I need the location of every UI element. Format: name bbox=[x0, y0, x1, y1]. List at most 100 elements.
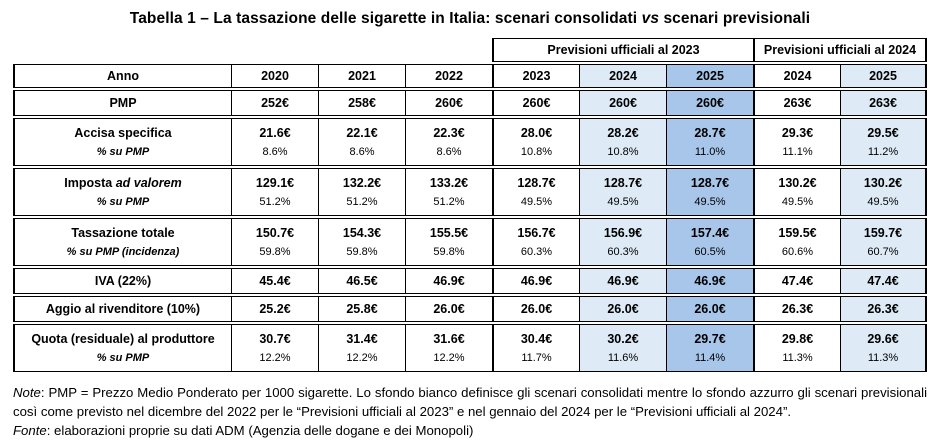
note-label: Note bbox=[13, 385, 41, 400]
table-row-tassazione-totale: Tassazione totale % su PMP (incidenza) 150… bbox=[13, 218, 927, 266]
value-cell: 156.7€ 60.3% bbox=[492, 218, 579, 266]
value-cell: 29.3€ 11.1% bbox=[753, 118, 840, 166]
cell-sub-value: 60.3% bbox=[520, 245, 553, 258]
cell-value: 28.2€ bbox=[607, 125, 639, 140]
cell-sub-value: 59.8% bbox=[259, 245, 291, 258]
year-header-cell: 2023 bbox=[492, 64, 579, 88]
value-cell: 22.3€ 8.6% bbox=[405, 118, 492, 166]
year-header-row: Anno 2020 2021 2022 2023 2024 2025 2024 2025 bbox=[13, 64, 927, 88]
value-cell: 26.0€ bbox=[666, 296, 753, 322]
value-cell: 26.3€ bbox=[753, 296, 840, 322]
cell-value: 47.4€ bbox=[867, 274, 899, 288]
group-header-cell: Previsioni ufficiali al 2023 bbox=[492, 38, 753, 62]
value-cell: 263€ bbox=[753, 90, 840, 116]
cell-sub-value: 59.8% bbox=[433, 245, 465, 258]
cell-value: 21.6€ bbox=[259, 125, 291, 140]
cell-value: 26.0€ bbox=[607, 302, 639, 316]
value-cell: 30.2€ 11.6% bbox=[579, 324, 666, 372]
value-cell: 128.7€ 49.5% bbox=[492, 168, 579, 216]
cell-sub-value: 60.7% bbox=[867, 245, 899, 258]
cell-sub-value: 49.5% bbox=[520, 195, 553, 208]
value-cell: 46.9€ bbox=[579, 268, 666, 294]
caption-text: Tabella 1 – La tassazione delle sigarett… bbox=[129, 10, 642, 27]
group-header-cell: Previsioni ufficiali al 2024 bbox=[753, 38, 927, 62]
row-label-part: ad valorem bbox=[115, 175, 182, 190]
table-caption: Tabella 1 – La tassazione delle sigarett… bbox=[13, 10, 927, 28]
cell-sub-value: 51.2% bbox=[433, 195, 465, 208]
cell-value: 26.3€ bbox=[781, 302, 814, 316]
row-label-text: Aggio al rivenditore (10%) bbox=[45, 302, 201, 316]
value-cell: 258€ bbox=[318, 90, 405, 116]
cell-sub-value: 49.5% bbox=[607, 195, 639, 208]
cell-sub-value: 51.2% bbox=[259, 195, 291, 208]
table-row-aggio-rivenditore: Aggio al rivenditore (10%) 25.2€ 25.8€ 26.0… bbox=[13, 296, 927, 322]
value-cell: 133.2€ 51.2% bbox=[405, 168, 492, 216]
cell-value: 150.7€ bbox=[255, 225, 295, 240]
cell-sub-value: 12.2% bbox=[259, 351, 291, 364]
value-cell: 130.2€ 49.5% bbox=[753, 168, 840, 216]
value-cell: 28.7€ 11.0% bbox=[666, 118, 753, 166]
cell-value: 29.5€ bbox=[867, 125, 899, 140]
cell-value: 133.2€ bbox=[429, 175, 469, 190]
cell-value: 156.9€ bbox=[603, 225, 643, 240]
row-sub-label: % su PMP (incidenza) bbox=[66, 245, 180, 258]
row-label-text: Quota (residuale) al produttore bbox=[31, 331, 215, 346]
value-cell: 157.4€ 60.5% bbox=[666, 218, 753, 266]
cell-value: 129.1€ bbox=[255, 175, 295, 190]
fonte-paragraph: Fonte: elaborazioni proprie su dati ADM … bbox=[13, 421, 927, 440]
row-sub-label: % su PMP bbox=[96, 195, 150, 208]
year-header-cell: 2024 bbox=[579, 64, 666, 88]
value-cell: 25.2€ bbox=[231, 296, 318, 322]
cell-value: 260€ bbox=[522, 96, 551, 110]
row-label-text: IVA (22%) bbox=[94, 274, 152, 288]
table-row-iva: IVA (22%) 45.4€ 46.5€ 46.9€ 46.9€ 46.9€ 46.9€ 4… bbox=[13, 268, 927, 294]
value-cell: 260€ bbox=[579, 90, 666, 116]
row-label: Accisa specifica % su PMP bbox=[13, 118, 231, 166]
cell-value: 46.9€ bbox=[607, 274, 639, 288]
value-cell: 26.0€ bbox=[405, 296, 492, 322]
cell-value: 128.7€ bbox=[690, 175, 730, 190]
caption-text-suffix: scenari previsionali bbox=[659, 10, 811, 27]
table-row-imposta-ad-valorem: Imposta ad valorem% su PMP 129.1€ 51.2% 132… bbox=[13, 168, 927, 216]
cell-sub-value: 12.2% bbox=[346, 351, 378, 364]
cell-sub-value: 8.6% bbox=[262, 145, 288, 158]
spacer-cell bbox=[13, 38, 492, 62]
row-label-text: Accisa specifica bbox=[74, 125, 172, 140]
cell-value: 260€ bbox=[696, 96, 724, 110]
cell-sub-value: 10.8% bbox=[520, 145, 553, 158]
value-cell: 28.0€ 10.8% bbox=[492, 118, 579, 166]
year-header-cell: 2024 bbox=[753, 64, 840, 88]
cell-value: 29.8€ bbox=[781, 331, 814, 346]
cell-sub-value: 51.2% bbox=[346, 195, 378, 208]
value-cell: 46.5€ bbox=[318, 268, 405, 294]
row-sub-label: % su PMP bbox=[96, 351, 150, 364]
cell-sub-value: 49.5% bbox=[694, 195, 726, 208]
row-label: Quota (residuale) al produttore % su PMP bbox=[13, 324, 231, 372]
value-cell: 46.9€ bbox=[666, 268, 753, 294]
row-label-part: Imposta bbox=[64, 175, 116, 190]
value-cell: 22.1€ 8.6% bbox=[318, 118, 405, 166]
cell-sub-value: 59.8% bbox=[346, 245, 378, 258]
row-label-text: PMP bbox=[109, 96, 137, 110]
row-label: IVA (22%) bbox=[13, 268, 231, 294]
tax-table: Previsioni ufficiali al 2023 Previsioni u… bbox=[13, 36, 927, 374]
year-header-cell: 2025 bbox=[666, 64, 753, 88]
cell-value: 26.0€ bbox=[694, 302, 726, 316]
note-text: : PMP = Prezzo Medio Ponderato per 1000 … bbox=[13, 385, 927, 419]
value-cell: 21.6€ 8.6% bbox=[231, 118, 318, 166]
cell-sub-value: 60.6% bbox=[781, 245, 814, 258]
cell-sub-value: 10.8% bbox=[607, 145, 639, 158]
value-cell: 31.4€ 12.2% bbox=[318, 324, 405, 372]
cell-value: 22.1€ bbox=[346, 125, 378, 140]
value-cell: 130.2€ 49.5% bbox=[840, 168, 927, 216]
cell-sub-value: 8.6% bbox=[436, 145, 462, 158]
cell-value: 156.7€ bbox=[517, 225, 556, 240]
cell-sub-value: 11.3% bbox=[867, 351, 899, 364]
cell-value: 130.2€ bbox=[863, 175, 903, 190]
cell-value: 45.4€ bbox=[259, 274, 291, 288]
value-cell: 29.5€ 11.2% bbox=[840, 118, 927, 166]
value-cell: 29.6€ 11.3% bbox=[840, 324, 927, 372]
row-sub-label: % su PMP bbox=[96, 145, 150, 158]
value-cell: 29.7€ 11.4% bbox=[666, 324, 753, 372]
cell-value: 30.2€ bbox=[607, 331, 639, 346]
